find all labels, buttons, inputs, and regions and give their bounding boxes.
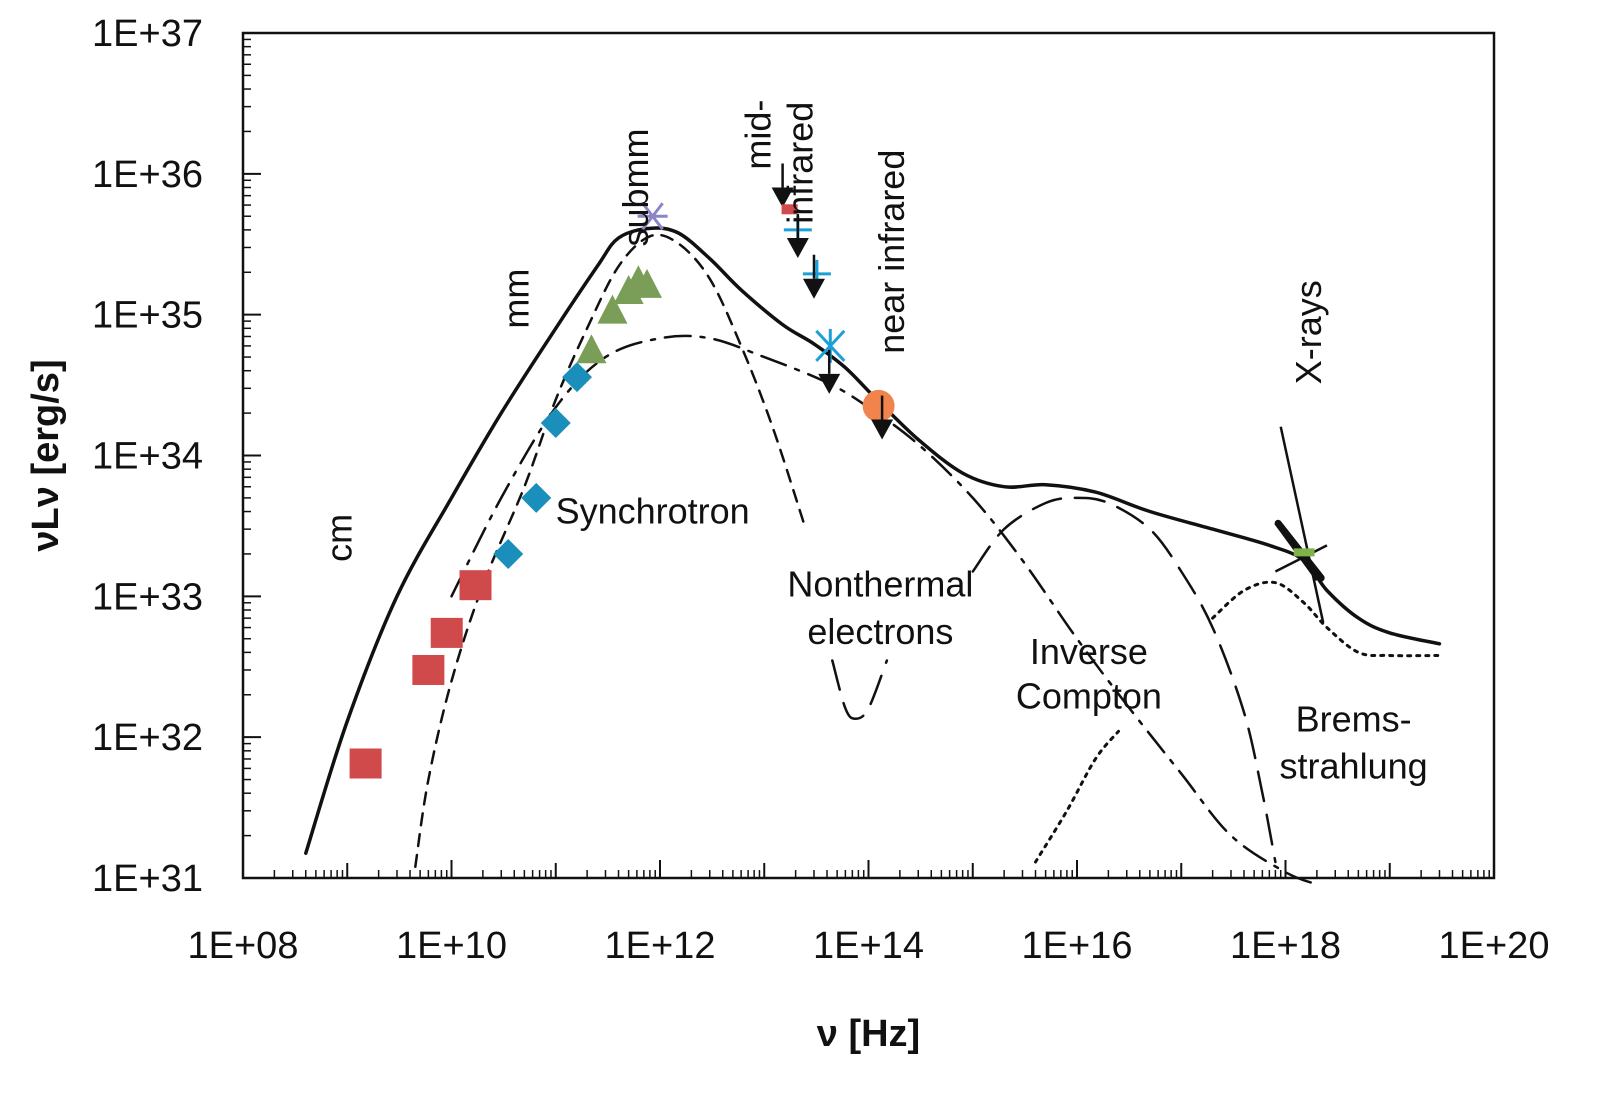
band-label-cm: cm	[319, 514, 360, 562]
x-tick-label: 1E+12	[605, 925, 716, 967]
y-tick-label: 1E+37	[92, 13, 203, 55]
component-label-electrons: electrons	[807, 611, 953, 652]
upper-limit-arrow	[818, 349, 841, 394]
xray-bowtie-line	[1274, 544, 1328, 573]
y-axis-title: νLν [erg/s]	[25, 359, 67, 551]
data-point-triangle	[631, 268, 662, 298]
y-tick-label: 1E+33	[92, 576, 203, 618]
x-tick-label: 1E+18	[1230, 925, 1341, 967]
data-point-small-rect	[781, 204, 798, 215]
x-tick-label: 1E+14	[813, 925, 924, 967]
data-point-square	[430, 617, 463, 648]
data-point-square	[349, 748, 382, 779]
y-tick-label: 1E+35	[92, 295, 203, 337]
data-point-asterisk	[637, 202, 668, 231]
component-label-strahlung: strahlung	[1280, 745, 1428, 786]
band-label-mm: mm	[496, 269, 537, 329]
x-tick-label: 1E+16	[1022, 925, 1133, 967]
upper-limit-arrow	[786, 214, 809, 259]
component-label-synchrotron: Synchrotron	[556, 490, 750, 531]
component-label-inverse: Inverse	[1030, 631, 1148, 672]
component-label-brems: Brems-	[1296, 698, 1412, 739]
arrow-head	[818, 373, 841, 394]
band-label-submm: submm	[615, 128, 656, 246]
band-label-mid: mid-	[738, 100, 779, 170]
band-label-infrared: infrared	[780, 102, 821, 224]
data-point-triangle	[597, 294, 628, 324]
component-label-compton: Compton	[1016, 675, 1162, 716]
curve-nonthermal-electrons-dip	[831, 659, 889, 721]
x-tick-label: 1E+08	[188, 925, 299, 967]
data-point-square	[459, 570, 492, 601]
band-label-x-rays: X-rays	[1288, 280, 1329, 384]
curve-synchrotron	[414, 233, 807, 869]
curve-total	[304, 226, 1442, 855]
axes-group: 1E+08 1E+10 1E+12 1E+14 1E+16 1E+18 1E+20 1E+31…	[92, 13, 1549, 967]
arrow-head	[786, 238, 809, 259]
upper-limit-arrow	[871, 395, 894, 440]
data-point-diamond	[521, 482, 552, 513]
arrow-head	[802, 278, 825, 299]
data-point-triangle	[576, 334, 607, 364]
arrow-head	[871, 419, 894, 440]
upper-limit-arrow	[802, 254, 825, 299]
y-tick-label: 1E+36	[92, 154, 203, 196]
x-axis-title: ν [Hz]	[817, 1013, 920, 1055]
xray-bowtie-line	[1279, 426, 1325, 623]
arrow-head	[771, 187, 794, 208]
labels-group: cm mm submm mid-infrared near infrared X-rays…	[319, 100, 1428, 787]
upper-limit-arrow	[771, 163, 794, 208]
curve-inverse-compton	[971, 496, 1277, 864]
data-point-diamond	[493, 538, 524, 569]
curve-bremsstrahlung-high	[1211, 580, 1441, 658]
data-point-diamond	[562, 362, 593, 393]
band-label-near-infrared: near infrared	[871, 150, 912, 354]
data-point-square	[412, 654, 445, 685]
y-tick-label: 1E+31	[92, 858, 203, 900]
data-point-circle	[862, 389, 895, 422]
markers-group	[349, 163, 895, 779]
data-point-diamond	[540, 408, 571, 439]
component-label-nonthermal: Nonthermal	[787, 563, 973, 604]
y-tick-label: 1E+32	[92, 717, 203, 759]
asterisk-stroke	[641, 202, 664, 231]
x-tick-label: 1E+20	[1439, 925, 1550, 967]
curve-bremsstrahlung	[1034, 729, 1120, 864]
y-tick-label: 1E+34	[92, 436, 203, 478]
x-tick-label: 1E+10	[396, 925, 507, 967]
